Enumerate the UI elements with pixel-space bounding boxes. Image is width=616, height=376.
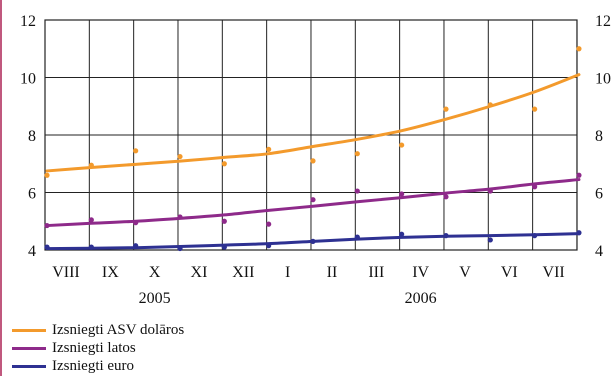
x-tick-label: IV (412, 264, 429, 281)
data-point-series-0 (487, 102, 493, 108)
data-point-series-0 (310, 158, 316, 164)
data-point-series-1 (576, 172, 582, 178)
data-point-series-1 (266, 221, 272, 227)
legend-label-usd: Izsniegti ASV dolāros (52, 322, 185, 338)
data-point-series-1 (443, 194, 449, 200)
data-point-series-1 (354, 188, 360, 194)
data-point-series-2 (310, 238, 316, 244)
data-point-series-1 (221, 218, 227, 224)
data-point-series-0 (576, 46, 582, 52)
y-tick-label-right: 6 (595, 186, 603, 203)
legend-swatch-lats (12, 347, 46, 351)
y-tick-label-right: 8 (595, 128, 603, 145)
chart-series (44, 46, 582, 252)
data-point-series-2 (44, 244, 50, 250)
y-tick-label-left: 8 (28, 128, 36, 145)
data-point-series-2 (177, 245, 183, 252)
data-point-series-2 (487, 237, 493, 243)
year-label: 2005 (139, 290, 171, 307)
data-point-series-2 (221, 244, 227, 250)
data-point-series-0 (88, 162, 94, 168)
legend-label-lats: Izsniegti latos (52, 340, 136, 356)
data-point-series-0 (443, 106, 449, 112)
data-point-series-0 (266, 146, 272, 152)
legend-item-lats: Izsniegti latos (12, 339, 184, 357)
data-point-series-2 (88, 244, 94, 250)
data-point-series-0 (177, 153, 183, 160)
legend-item-euro: Izsniegti euro (12, 357, 184, 375)
data-point-series-0 (399, 142, 405, 148)
data-point-series-1 (399, 191, 405, 197)
x-tick-label: X (149, 264, 161, 281)
data-point-series-0 (532, 106, 538, 112)
year-label: 2006 (405, 290, 437, 307)
x-tick-label: IX (102, 264, 119, 281)
y-tick-label-left: 10 (20, 71, 36, 88)
y-tick-label-left: 6 (28, 186, 36, 203)
data-point-series-2 (576, 230, 582, 236)
left-accent-bar (0, 0, 2, 376)
data-point-series-0 (44, 172, 50, 178)
data-point-series-2 (354, 234, 360, 240)
legend-swatch-euro (12, 365, 46, 369)
trend-line-series-1 (45, 178, 581, 228)
x-tick-label: III (368, 264, 384, 281)
data-point-series-1 (177, 214, 183, 220)
data-point-series-1 (532, 184, 538, 190)
y-tick-label-right: 10 (595, 71, 611, 88)
x-tick-label: VI (501, 264, 518, 281)
x-tick-label: V (459, 264, 471, 281)
data-point-series-1 (44, 222, 50, 229)
legend-item-usd: Izsniegti ASV dolāros (12, 321, 184, 339)
plot-frame (44, 19, 578, 251)
legend: Izsniegti ASV dolāros Izsniegti latos Iz… (12, 321, 184, 375)
x-tick-label: XI (191, 264, 208, 281)
x-tick-label: I (285, 264, 290, 281)
data-point-series-2 (133, 243, 139, 249)
x-tick-label: XII (232, 264, 254, 281)
y-tick-label-right: 12 (595, 13, 611, 30)
x-tick-label: VIII (52, 264, 80, 281)
legend-swatch-usd (12, 329, 46, 333)
y-tick-label-right: 4 (595, 243, 603, 260)
y-tick-label-left: 4 (28, 243, 36, 260)
data-point-series-1 (88, 217, 94, 223)
x-tick-label: II (327, 264, 338, 281)
data-point-series-2 (266, 243, 272, 249)
data-point-series-1 (487, 188, 493, 194)
trend-line-series-0 (45, 73, 581, 173)
chart-axes (44, 19, 578, 251)
legend-label-euro: Izsniegti euro (52, 358, 135, 374)
data-point-series-1 (133, 220, 139, 226)
data-point-series-1 (310, 197, 316, 203)
chart-grid (44, 19, 578, 251)
data-point-series-0 (133, 148, 139, 154)
data-point-series-2 (399, 231, 405, 237)
x-tick-label: VII (543, 264, 565, 281)
data-point-series-2 (443, 233, 449, 239)
data-point-series-0 (354, 151, 360, 157)
data-point-series-2 (532, 233, 538, 239)
data-point-series-0 (221, 161, 227, 167)
y-tick-label-left: 12 (20, 13, 36, 30)
